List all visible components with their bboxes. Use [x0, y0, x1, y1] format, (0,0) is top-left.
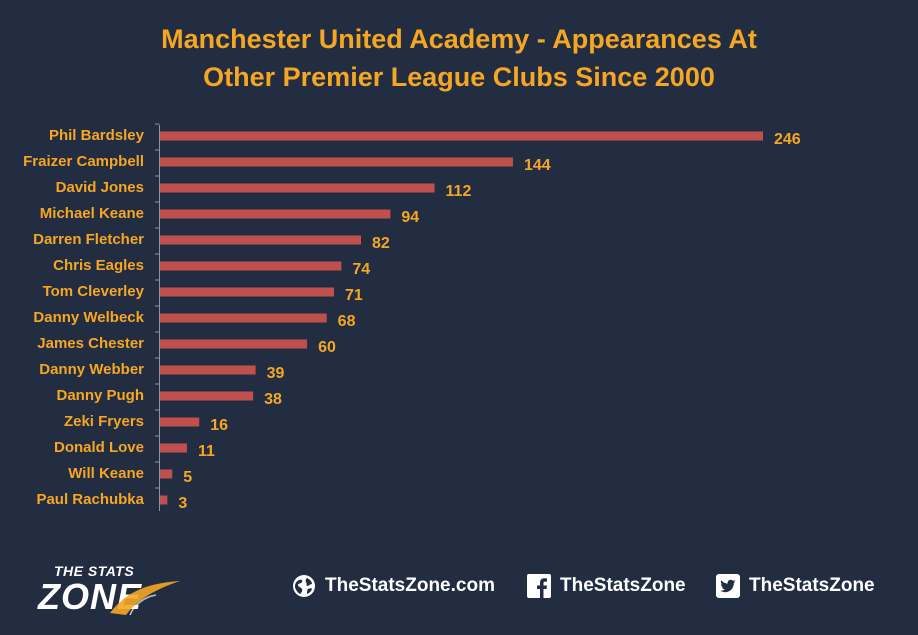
bar	[160, 157, 513, 167]
category-label: Zeki Fryers	[64, 413, 144, 430]
website-link[interactable]: TheStatsZone.com	[292, 573, 495, 599]
chart-title-line-2: Other Premier League Clubs Since 2000	[203, 62, 715, 92]
the-stats-zone-logo: THE STATS ZONE	[34, 563, 194, 623]
data-label: 71	[345, 287, 363, 304]
bar	[160, 417, 200, 427]
facebook-icon	[527, 574, 551, 598]
category-label: Danny Welbeck	[33, 309, 144, 326]
category-label: Chris Eagles	[53, 257, 144, 274]
data-label: 94	[401, 209, 419, 226]
category-label: Michael Keane	[40, 205, 144, 222]
data-label: 5	[183, 469, 192, 486]
facebook-link[interactable]: TheStatsZone	[527, 573, 686, 599]
category-label: James Chester	[37, 335, 144, 352]
bar	[160, 209, 391, 219]
data-label: 68	[338, 313, 356, 330]
logo-swoosh-icon	[110, 581, 180, 616]
bar	[160, 313, 327, 323]
category-label: Will Keane	[68, 465, 144, 482]
bar	[160, 339, 308, 349]
data-label: 38	[264, 391, 282, 408]
category-label: Paul Rachubka	[36, 491, 144, 508]
twitter-link-label: TheStatsZone	[749, 575, 875, 596]
category-label: Danny Webber	[39, 361, 144, 378]
category-label: Tom Cleverley	[43, 283, 145, 300]
category-label: Donald Love	[54, 439, 144, 456]
data-label: 246	[774, 131, 801, 148]
data-label: 144	[524, 157, 551, 174]
category-label: Fraizer Campbell	[23, 153, 144, 170]
data-label: 3	[178, 495, 187, 512]
data-label: 82	[372, 235, 390, 252]
bar	[160, 443, 187, 453]
bar	[160, 235, 361, 245]
bar	[160, 183, 435, 193]
website-link-label: TheStatsZone.com	[325, 575, 495, 596]
data-label: 39	[267, 365, 285, 382]
chart-title: Manchester United Academy - Appearances …	[0, 20, 918, 96]
bar	[160, 495, 168, 505]
data-label: 11	[198, 443, 215, 460]
bar	[160, 287, 335, 297]
bar	[160, 131, 763, 141]
data-label: 16	[210, 417, 228, 434]
facebook-link-label: TheStatsZone	[560, 575, 686, 596]
category-label: Darren Fletcher	[33, 231, 144, 248]
footer: THE STATS ZONE TheStatsZone.com TheStats…	[0, 545, 918, 635]
bar	[160, 365, 256, 375]
data-label: 112	[446, 183, 472, 200]
category-label: David Jones	[56, 179, 144, 196]
twitter-icon	[716, 574, 740, 598]
bar	[160, 261, 342, 271]
logo-top-text: THE STATS	[54, 563, 135, 579]
bar	[160, 469, 173, 479]
bar-chart: Phil Bardsley 246 Fraizer Campbell 144 David…	[23, 123, 801, 512]
data-label: 74	[352, 261, 370, 278]
chart-title-line-1: Manchester United Academy - Appearances …	[161, 24, 757, 54]
category-label: Phil Bardsley	[49, 127, 145, 144]
data-label: 60	[318, 339, 336, 356]
bar	[160, 391, 254, 401]
globe-icon	[293, 575, 315, 597]
twitter-link[interactable]: TheStatsZone	[716, 573, 875, 599]
category-label: Danny Pugh	[56, 387, 144, 404]
